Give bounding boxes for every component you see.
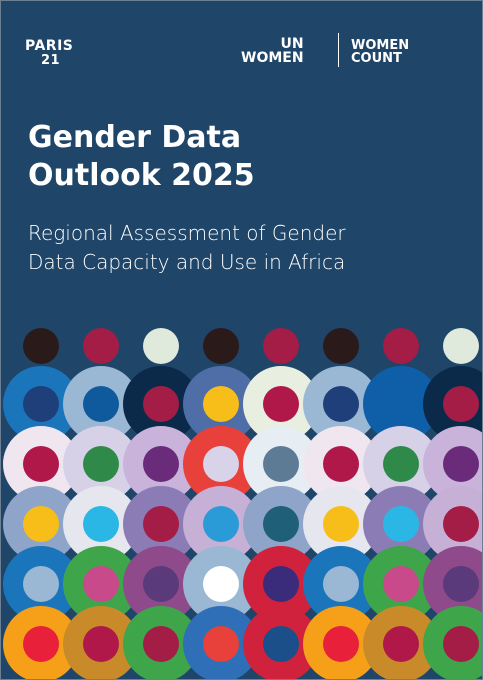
pattern-dot xyxy=(83,386,119,422)
pattern-dot xyxy=(83,446,119,482)
pattern-dot xyxy=(383,386,419,422)
paris21-logo: PARIS 21 xyxy=(25,39,73,67)
pattern-dot xyxy=(323,446,359,482)
pattern-dot xyxy=(143,446,179,482)
logo-text: UN xyxy=(280,36,304,52)
pattern-dot xyxy=(443,506,479,542)
pattern-dot xyxy=(443,626,479,662)
pattern-dot xyxy=(143,386,179,422)
pattern-dot xyxy=(323,506,359,542)
subtitle: Regional Assessment of Gender Data Capac… xyxy=(28,219,346,277)
divider xyxy=(338,33,339,67)
pattern-dot xyxy=(203,506,239,542)
pattern-head xyxy=(323,328,359,364)
pattern-dot xyxy=(83,626,119,662)
pattern-dot xyxy=(23,506,59,542)
pattern-dot xyxy=(323,566,359,602)
pattern-dot xyxy=(23,446,59,482)
pattern-dot xyxy=(263,386,299,422)
pattern-dot xyxy=(383,506,419,542)
pattern-head xyxy=(263,328,299,364)
pattern-dot xyxy=(323,626,359,662)
pattern-head xyxy=(203,328,239,364)
pattern-dot xyxy=(443,566,479,602)
pattern-dot xyxy=(203,446,239,482)
logo-text: 21 xyxy=(41,53,61,68)
title-line: Gender Data xyxy=(28,120,242,155)
pattern-dot xyxy=(143,626,179,662)
logo-text: WOMEN xyxy=(241,50,304,66)
logo-text: PARIS xyxy=(25,38,74,54)
pattern-dot xyxy=(203,386,239,422)
title: Gender Data Outlook 2025 xyxy=(28,119,255,195)
un-women-logo: UN WOMEN xyxy=(241,37,304,65)
pattern-dot xyxy=(263,626,299,662)
logo-text: WOMEN xyxy=(351,38,410,53)
pattern-dot xyxy=(383,626,419,662)
pattern-dot xyxy=(143,506,179,542)
pattern-dot xyxy=(203,626,239,662)
pattern-dot xyxy=(323,386,359,422)
illustration xyxy=(3,328,482,679)
pattern-dot xyxy=(83,506,119,542)
title-line: Outlook 2025 xyxy=(28,158,255,193)
pattern-dot xyxy=(263,506,299,542)
pattern-head xyxy=(23,328,59,364)
pattern-dot xyxy=(443,446,479,482)
pattern-dot xyxy=(23,566,59,602)
pattern-dot xyxy=(23,626,59,662)
pattern-dot xyxy=(383,566,419,602)
subtitle-line: Regional Assessment of Gender xyxy=(28,221,346,245)
women-count-logo: WOMEN COUNT xyxy=(351,39,409,65)
pattern-head xyxy=(443,328,479,364)
pattern-dot xyxy=(143,566,179,602)
pattern-head xyxy=(143,328,179,364)
pattern-dot xyxy=(83,566,119,602)
pattern-dot xyxy=(443,386,479,422)
pattern-dot xyxy=(383,446,419,482)
pattern-head xyxy=(383,328,419,364)
pattern-head xyxy=(83,328,119,364)
pattern-dot xyxy=(263,446,299,482)
logo-text: COUNT xyxy=(351,51,402,66)
pattern-dot xyxy=(23,386,59,422)
subtitle-line: Data Capacity and Use in Africa xyxy=(28,250,346,274)
pattern-dot xyxy=(203,566,239,602)
pattern-dot xyxy=(263,566,299,602)
